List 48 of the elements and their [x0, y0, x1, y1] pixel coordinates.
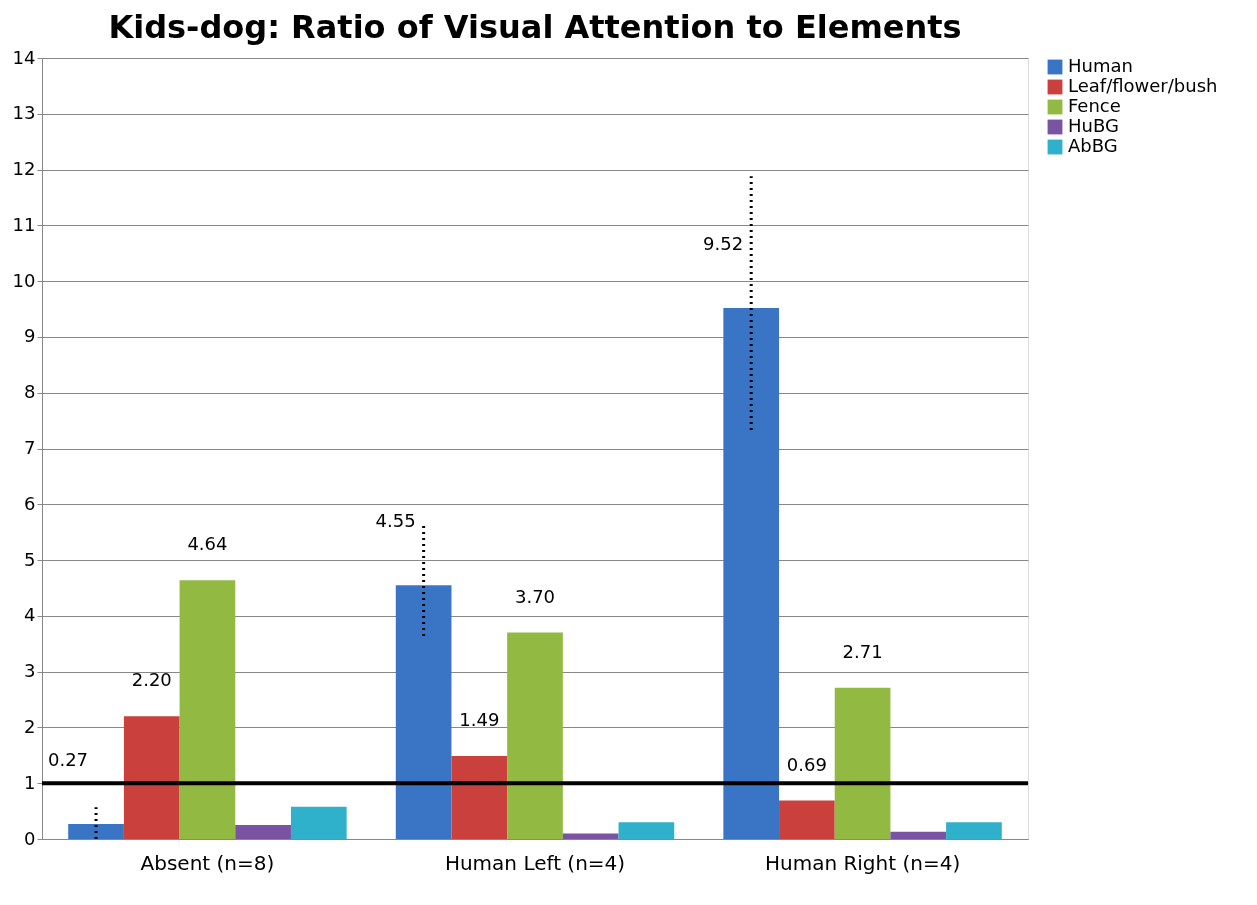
y-tick-label: 5 — [24, 548, 36, 570]
legend-label: HuBG — [1068, 115, 1119, 136]
data-label: 0.69 — [786, 753, 827, 775]
bar — [890, 831, 947, 839]
bar — [395, 585, 452, 839]
y-tick-label: 0 — [24, 827, 36, 849]
data-label: 0.27 — [47, 748, 89, 770]
bar — [290, 806, 347, 839]
bar — [507, 632, 563, 839]
y-tick-label: 1 — [24, 771, 36, 793]
y-tick-label: 14 — [12, 46, 36, 68]
bar — [946, 822, 1002, 839]
data-label: 4.64 — [187, 533, 228, 555]
bar — [562, 833, 619, 839]
x-tick-label: Absent (n=8) — [140, 850, 275, 875]
y-tick-label: 9 — [24, 325, 36, 347]
data-label: 2.71 — [842, 640, 883, 662]
y-tick-label: 4 — [24, 604, 36, 626]
bar — [123, 716, 180, 839]
bar — [68, 823, 124, 839]
data-label: 4.55 — [375, 510, 416, 532]
data-label: 9.52 — [703, 232, 744, 254]
legend-label: Fence — [1068, 95, 1121, 116]
data-label: 3.70 — [514, 585, 556, 607]
bar — [834, 687, 891, 839]
chart-title: Kids-dog: Ratio of Visual Attention to Elements — [108, 8, 962, 46]
data-label: 1.49 — [459, 708, 500, 730]
y-tick-label: 11 — [12, 213, 36, 235]
bar — [723, 307, 780, 839]
y-tick-label: 13 — [12, 102, 36, 124]
y-tick-label: 2 — [24, 715, 36, 737]
y-tick-label: 7 — [24, 437, 36, 458]
bar — [779, 800, 835, 839]
bar — [451, 755, 508, 839]
bar — [179, 580, 236, 839]
y-tick-label: 10 — [12, 269, 36, 291]
legend-label: AbBG — [1068, 135, 1118, 156]
data-label: 2.20 — [131, 669, 172, 691]
legend-label: Human — [1068, 55, 1133, 76]
y-tick-label: 8 — [24, 381, 36, 403]
legend-label: Leaf/flower/bush — [1068, 75, 1218, 96]
y-tick-label: 12 — [12, 158, 36, 180]
x-tick-label: Human Right (n=4) — [764, 850, 961, 875]
bar — [235, 825, 291, 839]
y-tick-label: 3 — [24, 660, 36, 682]
x-tick-label: Human Left (n=4) — [444, 850, 626, 875]
y-tick-label: 6 — [24, 492, 36, 514]
bar — [618, 822, 675, 839]
